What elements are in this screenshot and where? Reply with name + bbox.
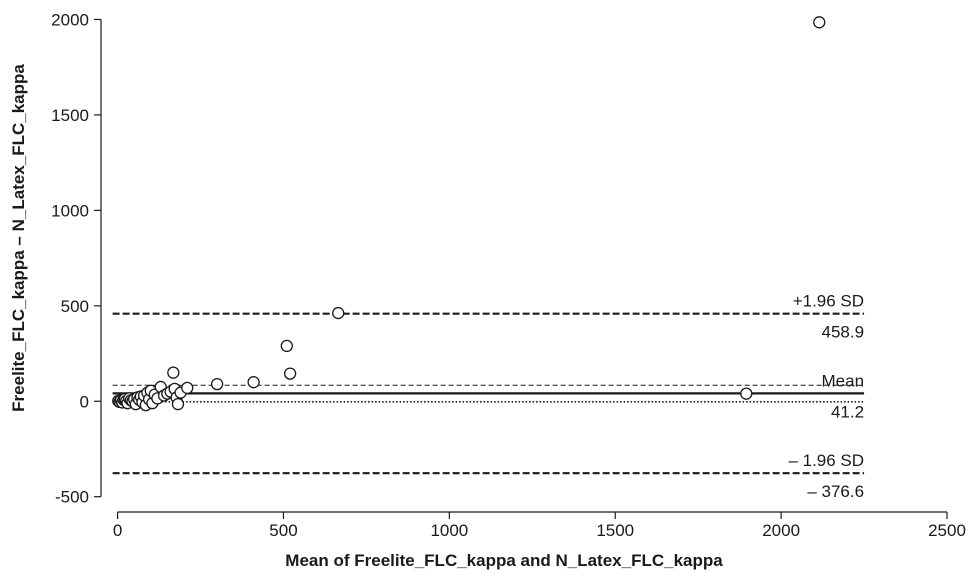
y-ticks: -500 0 500 1000 1500 2000: [51, 10, 101, 507]
reference-line-value: – 376.6: [807, 482, 864, 501]
x-tick-label: 1500: [596, 521, 634, 540]
data-point: [167, 366, 180, 379]
x-tick-label: 0: [113, 521, 122, 540]
data-point: [280, 339, 293, 353]
y-tick-label: 1500: [51, 106, 89, 125]
x-tick-label: 1000: [430, 521, 468, 540]
x-axis-title: Mean of Freelite_FLC_kappa and N_Latex_F…: [285, 551, 723, 570]
y-tick-label: 2000: [51, 10, 89, 29]
data-point: [210, 377, 224, 391]
x-ticks: 0 500 1000 1500 2000 2500: [113, 512, 966, 540]
reference-line-name: – 1.96 SD: [788, 451, 864, 470]
data-point: [283, 367, 297, 380]
reference-line-value: 458.9: [822, 323, 865, 342]
axes: 0 500 1000 1500 2000 2500 -500 0 500 1000 1500 200…: [51, 10, 966, 540]
y-tick-label: 500: [61, 297, 89, 316]
data-point: [171, 397, 185, 411]
reference-lines: +1.96 SD 458.9 Mean 41.2 – 1.96 SD – 376.6: [112, 292, 865, 501]
data-point: [181, 381, 194, 395]
data-point: [740, 387, 753, 400]
x-tick-label: 2000: [762, 521, 800, 540]
reference-line-name: +1.96 SD: [793, 292, 864, 311]
reference-line-name: Mean: [822, 371, 865, 390]
y-tick-label: -500: [55, 488, 89, 507]
data-points: [112, 16, 826, 412]
data-point: [247, 376, 260, 389]
data-point: [332, 306, 345, 320]
data-point: [813, 16, 826, 29]
x-tick-label: 2500: [928, 521, 966, 540]
y-tick-label: 0: [80, 392, 89, 411]
y-axis-title: Freelite_FLC_kappa – N_Latex_FLC_kappa: [9, 64, 28, 412]
y-tick-label: 1000: [51, 201, 89, 220]
reference-line-value: 41.2: [831, 402, 864, 421]
x-tick-label: 500: [269, 521, 297, 540]
